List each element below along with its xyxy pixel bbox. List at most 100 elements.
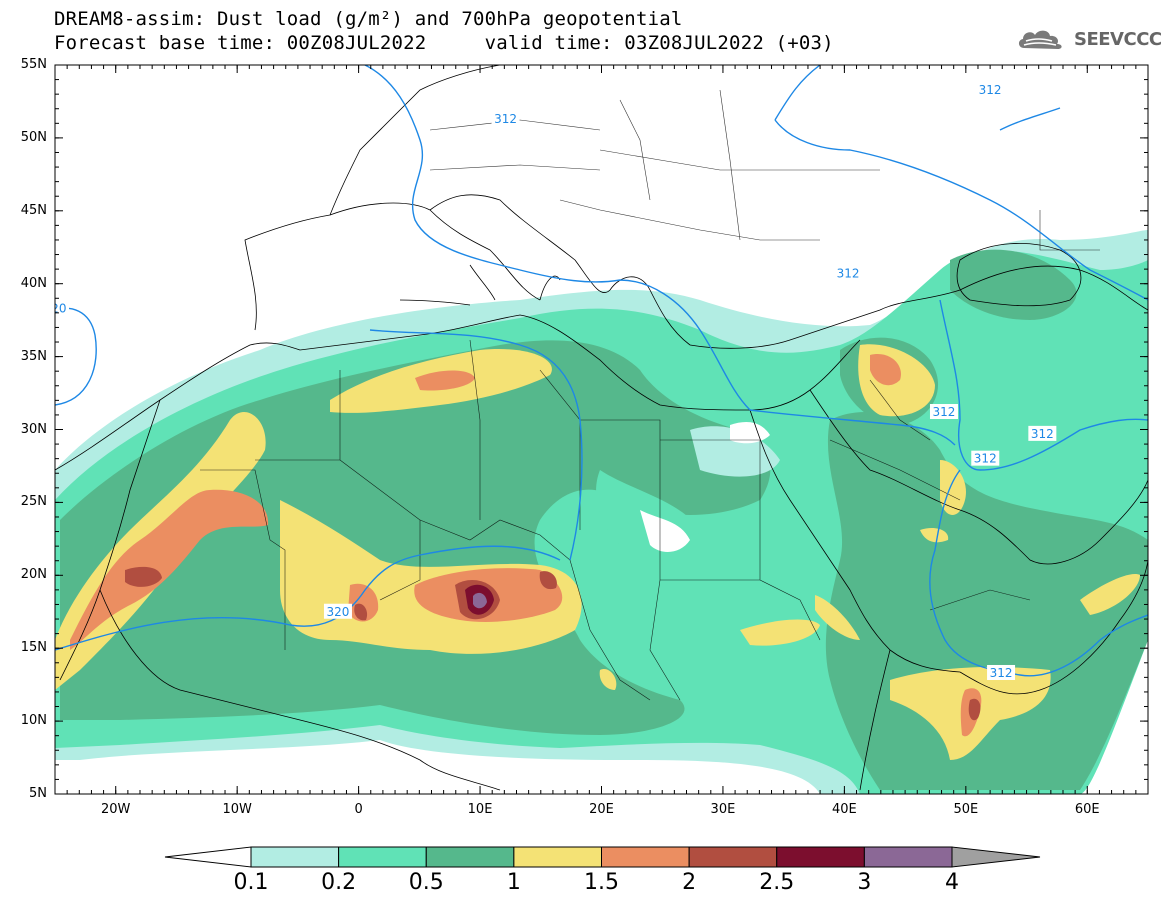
colorbar-label-2: 2: [682, 870, 697, 895]
lat-label-20N: 20N: [20, 567, 47, 583]
lat-label-55N: 55N: [20, 57, 47, 72]
contour-label: 320: [5, 319, 33, 334]
lat-label-35N: 35N: [20, 348, 47, 364]
contour-label: 312: [929, 404, 958, 420]
contour-312-europe: [364, 65, 751, 411]
contour-label-text: 312: [974, 452, 997, 466]
contour-312-north: [774, 119, 1148, 301]
lat-label-5N: 5N: [29, 786, 47, 801]
contour-312-arabia: [749, 409, 956, 446]
dust-1.5-region-iraq: [870, 354, 901, 386]
coastlines: [55, 65, 1148, 791]
lat-label-30N: 30N: [20, 421, 47, 437]
contour-320-sahel: [55, 545, 561, 651]
lon-label-20E: 20E: [589, 802, 614, 817]
contour-label-bg: [971, 450, 1000, 466]
colorbar-label-0.2: 0.2: [321, 870, 357, 895]
dust-load-field: [55, 230, 1148, 794]
colorbar-swatch: [338, 846, 427, 868]
contour-label-text: 320: [44, 301, 67, 315]
dust-2-region-chad: [539, 571, 557, 590]
colorbar-swatch: [513, 846, 602, 868]
dust-0.5-region-caspian: [950, 249, 1077, 320]
map-subtitle: Forecast base time: 00Z08JUL2022 valid t…: [54, 32, 834, 54]
dust-2-region-mauritania: [125, 566, 162, 587]
dust-1-region-sudan: [740, 619, 820, 646]
contour-label: 312: [834, 265, 863, 281]
colorbar-label-4: 4: [945, 870, 959, 895]
lat-label-15N: 15N: [20, 640, 47, 656]
contour-label-bg: [55, 300, 69, 316]
colorbar-label-1: 1: [506, 870, 521, 895]
colorbar-label-0.5: 0.5: [408, 870, 444, 895]
lat-label-10N: 10N: [20, 713, 47, 729]
dust-1.5-region-mauritania: [70, 489, 269, 650]
colorbar-label-0.1: 0.1: [233, 870, 269, 895]
dust-1-region-gulf: [940, 460, 966, 515]
dust-2-region-socotra: [968, 698, 981, 721]
colorbar-label-2.5: 2.5: [759, 870, 795, 895]
contour-label-bg: [1028, 425, 1057, 441]
dust-free-patch-egypt: [640, 510, 690, 552]
colorbar: [164, 846, 1041, 868]
dust-1.5-region-algeria: [415, 370, 475, 391]
contour-312-arabian-sea: [929, 469, 1148, 677]
contour-label: 320: [44, 300, 69, 316]
lat-label-45N: 45N: [20, 202, 47, 218]
contour-312-gulf: [939, 299, 1148, 471]
map-title: DREAM8-assim: Dust load (g/m²) and 700hP…: [54, 8, 683, 30]
axis-ticks: [54, 64, 1149, 795]
contour-320-atlantic: [55, 307, 97, 406]
lon-label-30E: 30E: [710, 802, 736, 817]
lat-label-50N: 50N: [20, 129, 47, 145]
colorbar-swatch: [601, 846, 690, 868]
colorbar-swatch: [425, 846, 515, 868]
contour-312-scandinavia: [774, 65, 821, 121]
contour-label-text: 312: [1031, 427, 1054, 441]
contour-label: 312: [987, 664, 1016, 680]
contour-label-text: 312: [933, 405, 956, 419]
contour-labels: 312 312 312 320 320 312 312 312 320 312: [5, 81, 1057, 680]
contour-label: 312: [1028, 425, 1057, 441]
contour-label-text: 312: [494, 112, 517, 126]
colorbar-over-triangle: [951, 846, 1041, 868]
dust-1-region-saudi: [920, 528, 949, 543]
contour-label: 312: [491, 110, 520, 126]
seevccc-logo: SEEVCCC: [1016, 24, 1162, 54]
cloud-icon: [1018, 30, 1062, 49]
logo-text: SEEVCCC: [1074, 28, 1162, 50]
colorbar-swatch: [688, 846, 778, 868]
contour-label-text: 312: [990, 666, 1013, 680]
dust-2-region-mali: [354, 603, 368, 621]
dust-1-region-chad: [599, 669, 617, 690]
contour-label: 320: [323, 603, 352, 619]
lat-label-40N: 40N: [20, 275, 47, 291]
dust-1-region-oman: [1080, 574, 1140, 615]
lon-label-50E: 50E: [953, 802, 979, 817]
contour-312-siberia: [999, 107, 1061, 131]
lon-label-40E: 40E: [831, 802, 857, 817]
colorbar-under-triangle: [164, 846, 252, 868]
contour-label-text: 312: [837, 266, 860, 280]
lat-label-25N: 25N: [20, 494, 47, 510]
contour-320-north-africa: [369, 329, 583, 561]
colorbar-swatch: [776, 846, 865, 868]
colorbar-label-3: 3: [857, 870, 872, 895]
colorbar-swatch: [863, 846, 953, 868]
contour-label-text: 320: [327, 605, 350, 619]
contour-label: 312: [971, 450, 1000, 466]
contour-label-bg: [987, 664, 1016, 680]
lon-label-10W: 10W: [222, 802, 252, 817]
contour-label-text: 320: [7, 320, 30, 334]
contour-label-bg: [929, 404, 958, 420]
contour-label-text: 312: [979, 83, 1002, 97]
contour-label-bg: [976, 81, 1005, 97]
contour-label-bg: [834, 265, 863, 281]
lon-label-10E: 10E: [467, 802, 493, 817]
contour-label-bg: [5, 319, 33, 334]
colorbar-swatch: [250, 846, 340, 868]
colorbar-label-1.5: 1.5: [584, 870, 619, 895]
lon-label-0: 0: [354, 802, 363, 817]
dust-3-region-niger: [473, 592, 487, 609]
